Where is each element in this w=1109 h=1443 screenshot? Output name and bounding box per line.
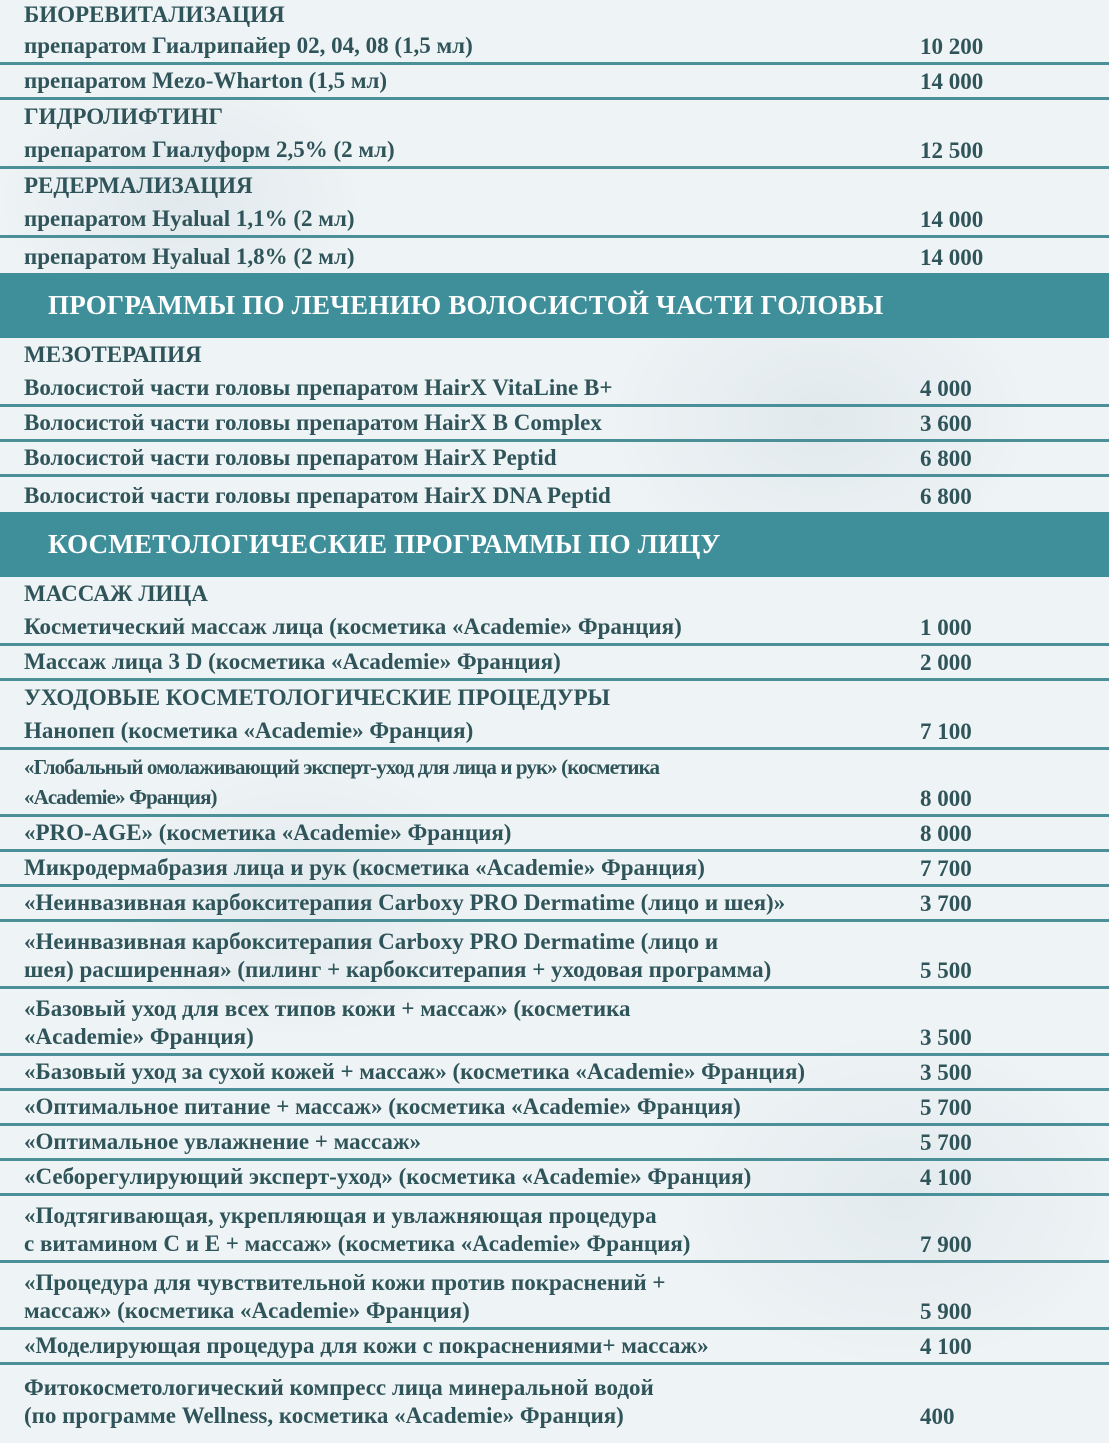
service-price: 2 000 bbox=[920, 650, 972, 675]
service-name: «PRO-AGE» (косметика «Academie» Франция) bbox=[24, 820, 512, 845]
price-row: Волосистой части головы препаратом HairX… bbox=[0, 407, 1109, 442]
section-header-bar: КОСМЕТОЛОГИЧЕСКИЕ ПРОГРАММЫ ПО ЛИЦУ bbox=[0, 512, 1109, 577]
service-price: 3 500 bbox=[920, 1025, 972, 1050]
service-price: 8 000 bbox=[920, 821, 972, 846]
service-price: 7 700 bbox=[920, 856, 972, 881]
price-row: Массаж лица 3 D (косметика «Academie» Фр… bbox=[0, 646, 1109, 681]
service-price: 3 700 bbox=[920, 891, 972, 916]
service-price: 5 900 bbox=[920, 1299, 972, 1324]
price-row: препаратом Mezo-Wharton (1,5 мл) 14 000 bbox=[0, 65, 1109, 100]
service-name: «Базовый уход для всех типов кожи + масс… bbox=[24, 996, 631, 1049]
category-heading: МЕЗОТЕРАПИЯ bbox=[24, 342, 202, 367]
price-row: Волосистой части головы препаратом HairX… bbox=[0, 372, 1109, 407]
service-price: 5 500 bbox=[920, 958, 972, 983]
service-price: 4 100 bbox=[920, 1334, 972, 1359]
price-row: «PRO-AGE» (косметика «Academie» Франция)… bbox=[0, 817, 1109, 852]
price-row: «Оптимальное питание + массаж» (косметик… bbox=[0, 1091, 1109, 1126]
service-name: Массаж лица 3 D (косметика «Academie» Фр… bbox=[24, 649, 561, 674]
service-name: препаратом Hyalual 1,8% (2 мл) bbox=[24, 244, 355, 269]
service-name: препаратом Гиалуформ 2,5% (2 мл) bbox=[24, 137, 395, 162]
service-price: 4 000 bbox=[920, 376, 972, 401]
category-heading: УХОДОВЫЕ КОСМЕТОЛОГИЧЕСКИЕ ПРОЦЕДУРЫ bbox=[24, 685, 611, 710]
service-price: 10 200 bbox=[920, 34, 984, 59]
service-name: Микродермабразия лица и рук (косметика «… bbox=[24, 855, 705, 880]
service-price: 1 000 bbox=[920, 615, 972, 640]
price-row: «Неинвазивная карбокситерапия Carboxy PR… bbox=[0, 887, 1109, 922]
price-row: «Подтягивающая, укрепляющая и увлажняюща… bbox=[0, 1196, 1109, 1263]
service-name: «Оптимальное увлажнение + массаж» bbox=[24, 1129, 422, 1154]
service-name: «Базовый уход за сухой кожей + массаж» (… bbox=[24, 1059, 806, 1084]
service-price: 3 600 bbox=[920, 411, 972, 436]
service-name: «Оптимальное питание + массаж» (косметик… bbox=[24, 1094, 741, 1119]
service-name: «Моделирующая процедура для кожи с покра… bbox=[24, 1333, 709, 1358]
price-row: «Базовый уход для всех типов кожи + масс… bbox=[0, 989, 1109, 1056]
price-row: Волосистой части головы препаратом HairX… bbox=[0, 442, 1109, 477]
price-row: препаратом Гиалуформ 2,5% (2 мл) 12 500 bbox=[0, 134, 1109, 169]
price-row: «Базовый уход за сухой кожей + массаж» (… bbox=[0, 1056, 1109, 1091]
service-name: препаратом Гиалрипайер 02, 04, 08 (1,5 м… bbox=[24, 33, 473, 58]
category-heading: ГИДРОЛИФТИНГ bbox=[24, 104, 223, 129]
service-name: Волосистой части головы препаратом HairX… bbox=[24, 410, 602, 435]
price-row: Косметический массаж лица (косметика «Ac… bbox=[0, 611, 1109, 646]
price-row: «Моделирующая процедура для кожи с покра… bbox=[0, 1330, 1109, 1365]
price-row: Волосистой части головы препаратом HairX… bbox=[0, 477, 1109, 512]
service-price: 8 000 bbox=[920, 786, 972, 811]
service-name: Косметический массаж лица (косметика «Ac… bbox=[24, 614, 682, 639]
service-name: «Процедура для чувствительной кожи проти… bbox=[24, 1270, 666, 1323]
price-row: «Оптимальное увлажнение + массаж» 5 700 bbox=[0, 1126, 1109, 1161]
service-price: 7 100 bbox=[920, 719, 972, 744]
price-row: Микродермабразия лица и рук (косметика «… bbox=[0, 852, 1109, 887]
service-name: «Себорегулирующий эксперт-уход» (космети… bbox=[24, 1164, 752, 1189]
service-name: Фитокосметологический компресс лица мине… bbox=[24, 1375, 654, 1428]
service-price: 6 800 bbox=[920, 446, 972, 471]
service-price: 5 700 bbox=[920, 1130, 972, 1155]
price-row: «Себорегулирующий эксперт-уход» (космети… bbox=[0, 1161, 1109, 1196]
service-name: Нанопеп (косметика «Academie» Франция) bbox=[24, 718, 474, 743]
service-price: 12 500 bbox=[920, 138, 984, 163]
price-row: препаратом Гиалрипайер 02, 04, 08 (1,5 м… bbox=[0, 30, 1109, 65]
section-header-bar: ПРОГРАММЫ ПО ЛЕЧЕНИЮ ВОЛОСИСТОЙ ЧАСТИ ГО… bbox=[0, 273, 1109, 338]
service-price: 14 000 bbox=[920, 245, 984, 270]
price-row: препаратом Hyalual 1,8% (2 мл) 14 000 bbox=[0, 238, 1109, 273]
service-price: 4 100 bbox=[920, 1165, 972, 1190]
category-heading: МАССАЖ ЛИЦА bbox=[24, 581, 208, 606]
service-name: «Неинвазивная карбокситерапия Carboxy PR… bbox=[24, 890, 786, 915]
service-name: Волосистой части головы препаратом HairX… bbox=[24, 445, 557, 470]
service-price: 7 900 bbox=[920, 1232, 972, 1257]
price-row: «Процедура для чувствительной кожи проти… bbox=[0, 1263, 1109, 1330]
service-price: 3 500 bbox=[920, 1060, 972, 1085]
price-row: Нанопеп (косметика «Academie» Франция) 7 … bbox=[0, 715, 1109, 750]
service-price: 400 bbox=[920, 1404, 955, 1429]
service-name: препаратом Mezo-Wharton (1,5 мл) bbox=[24, 68, 388, 93]
price-row: «Неинвазивная карбокситерапия Carboxy PR… bbox=[0, 922, 1109, 989]
category-heading: БИОРЕВИТАЛИЗАЦИЯ bbox=[24, 2, 285, 27]
service-price: 6 800 bbox=[920, 484, 972, 509]
price-row: Фитокосметологический компресс лица мине… bbox=[0, 1365, 1109, 1432]
service-name: «Подтягивающая, укрепляющая и увлажняюща… bbox=[24, 1203, 691, 1256]
service-name: Волосистой части головы препаратом HairX… bbox=[24, 483, 611, 508]
service-name: Волосистой части головы препаратом HairX… bbox=[24, 375, 613, 400]
price-row: препаратом Hyalual 1,1% (2 мл) 14 000 bbox=[0, 203, 1109, 238]
service-name: «Неинвазивная карбокситерапия Carboxy PR… bbox=[24, 929, 772, 982]
service-price: 5 700 bbox=[920, 1095, 972, 1120]
service-price: 14 000 bbox=[920, 207, 984, 232]
service-name: препаратом Hyalual 1,1% (2 мл) bbox=[24, 206, 355, 231]
service-name: «Глобальный омолаживающий эксперт-уход д… bbox=[24, 755, 660, 809]
service-price: 14 000 bbox=[920, 69, 984, 94]
price-row: «Глобальный омолаживающий эксперт-уход д… bbox=[0, 750, 1109, 817]
category-heading: РЕДЕРМАЛИЗАЦИЯ bbox=[24, 173, 253, 198]
